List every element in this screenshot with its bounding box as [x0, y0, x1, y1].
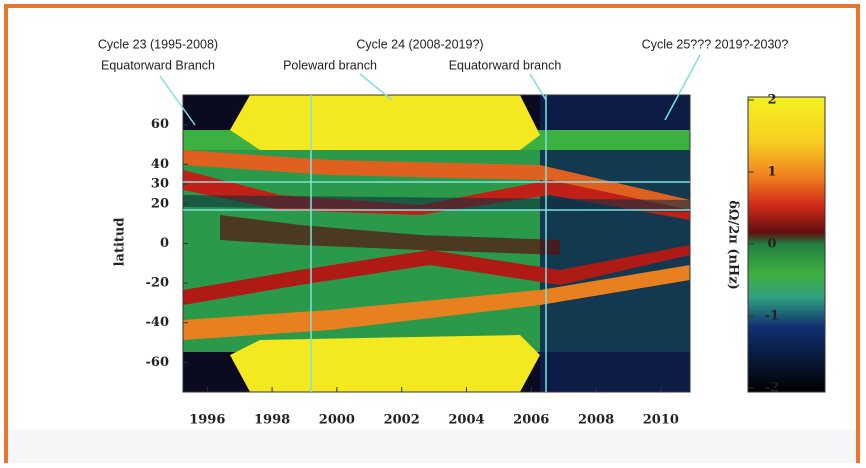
- y-tick-label: 20: [151, 196, 169, 211]
- annotation: Equatorward Branch: [101, 58, 215, 72]
- x-tick-label: 2010: [643, 413, 679, 428]
- colorbar-label: δΩ/2π (nHz): [726, 200, 741, 290]
- colorbar: [747, 96, 826, 393]
- colorbar-tick-label: 0: [767, 237, 776, 252]
- y-tick-label: 0: [160, 236, 169, 251]
- annotation: Cycle 25??? 2019?-2030?: [642, 37, 789, 51]
- heatmap: [183, 95, 690, 392]
- y-tick-label: 60: [151, 117, 169, 132]
- x-tick-label: 2002: [384, 413, 420, 428]
- x-tick-label: 2000: [319, 413, 355, 428]
- y-tick-label: -20: [146, 276, 170, 291]
- x-tick-label: 2004: [448, 413, 484, 428]
- x-tick-label: 1998: [254, 413, 290, 428]
- x-tick-label: 2008: [578, 413, 614, 428]
- annotation: Equatorward branch: [449, 58, 562, 72]
- annotation: Cycle 23 (1995-2008): [98, 37, 218, 51]
- colorbar-tick-label: -1: [765, 309, 779, 324]
- y-tick-label: 40: [151, 157, 169, 172]
- x-tick-label: 1996: [189, 413, 225, 428]
- x-tick-label: 2006: [513, 413, 549, 428]
- colorbar-tick-label: 1: [767, 165, 776, 180]
- colorbar-tick-label: -2: [765, 381, 779, 396]
- frame: [4, 4, 860, 468]
- y-axis-label: latitud: [113, 218, 128, 267]
- y-tick-label: -60: [146, 355, 170, 370]
- footer-band: [8, 430, 856, 463]
- y-tick-label: 30: [151, 177, 169, 192]
- colorbar-tick-label: 2: [767, 93, 776, 108]
- annotation: Poleward branch: [283, 58, 377, 72]
- y-tick-label: -40: [146, 315, 170, 330]
- guides: [159, 54, 701, 392]
- annotation: Cycle 24 (2008-2019?): [356, 37, 483, 51]
